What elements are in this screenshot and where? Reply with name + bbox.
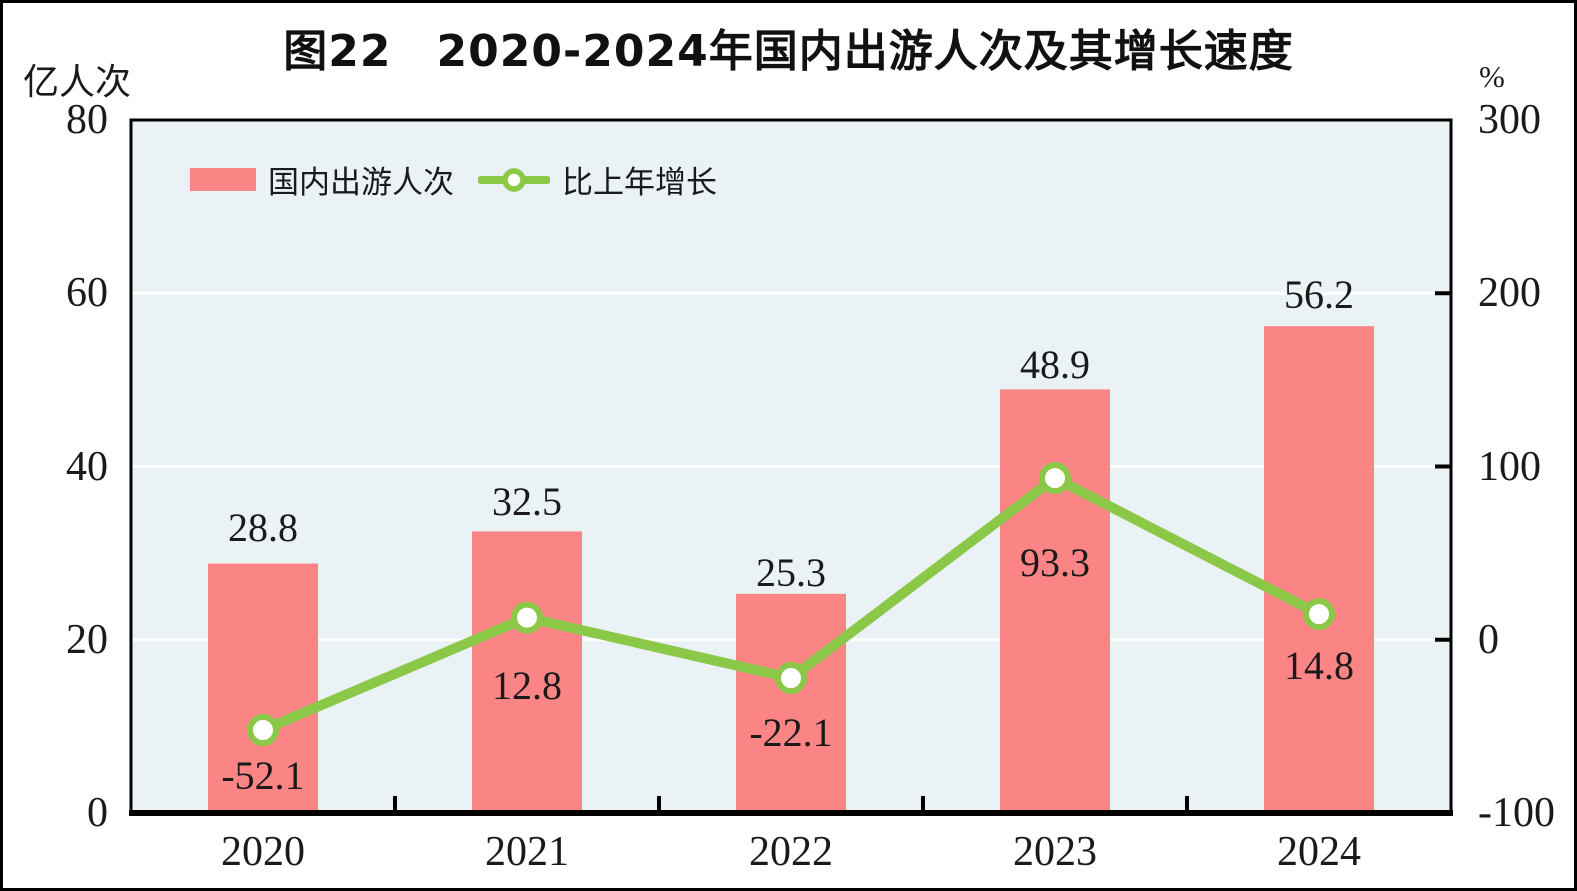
bar-2024 xyxy=(1264,326,1374,813)
legend-bar-swatch xyxy=(190,168,256,191)
bar-2022 xyxy=(736,593,846,813)
bar-2023 xyxy=(1000,389,1110,813)
bar-2021 xyxy=(472,531,582,813)
bar-2020 xyxy=(208,563,318,813)
chart-title: 图22 2020-2024年国内出游人次及其增长速度 xyxy=(283,26,1294,77)
line-point-marker-2020 xyxy=(247,714,279,747)
line-point-marker-2022 xyxy=(775,662,807,695)
line-point-marker-2023 xyxy=(1039,462,1071,495)
line-point-marker-2021 xyxy=(511,601,543,634)
line-point-marker-2024 xyxy=(1303,598,1335,631)
legend-line-label: 比上年增长 xyxy=(562,165,717,201)
right-axis-unit-label: % xyxy=(1479,59,1505,94)
legend-bar-label: 国内出游人次 xyxy=(268,165,454,201)
legend-line-marker-icon xyxy=(478,167,550,192)
left-axis-unit-label: 亿人次 xyxy=(23,62,132,103)
legend: 国内出游人次 比上年增长 xyxy=(190,157,741,202)
plot-area xyxy=(129,118,1453,816)
